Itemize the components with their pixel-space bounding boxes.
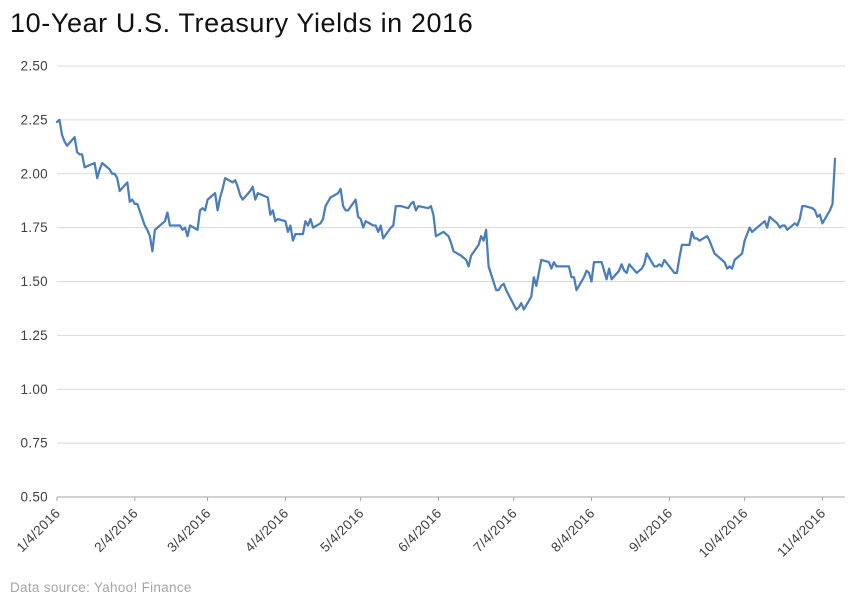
chart-title: 10-Year U.S. Treasury Yields in 2016 — [10, 8, 474, 38]
yield-line — [55, 118, 837, 311]
x-axis-tick-label: 7/4/2016 — [470, 506, 519, 555]
x-axis-tick-label: 3/4/2016 — [164, 506, 213, 555]
y-axis-tick-label: 2.25 — [21, 112, 48, 127]
x-axis-tick-label: 1/4/2016 — [14, 506, 63, 555]
x-axis-tick-label: 4/4/2016 — [242, 506, 291, 555]
x-axis-tick-label: 8/4/2016 — [548, 506, 597, 555]
y-axis-tick-label: 2.50 — [21, 59, 48, 74]
y-axis-tick-label: 0.75 — [21, 436, 48, 451]
y-axis-tick-label: 2.00 — [21, 166, 48, 181]
x-axis-tick-label: 6/4/2016 — [395, 506, 444, 555]
x-axis-tick-label: 10/4/2016 — [696, 506, 751, 561]
y-axis-tick-label: 0.50 — [21, 490, 48, 505]
y-axis-tick-label: 1.25 — [21, 328, 48, 343]
source-note: Data source: Yahoo! Finance — [10, 580, 192, 595]
x-axis-tick-label: 2/4/2016 — [91, 506, 140, 555]
x-axis-tick-label: 11/4/2016 — [774, 506, 828, 560]
y-axis-tick-label: 1.50 — [21, 274, 48, 289]
y-axis-tick-label: 1.75 — [21, 220, 48, 235]
y-axis-tick-label: 1.00 — [21, 382, 48, 397]
x-axis-tick-label: 9/4/2016 — [626, 506, 675, 555]
x-axis-tick-label: 5/4/2016 — [317, 506, 366, 555]
